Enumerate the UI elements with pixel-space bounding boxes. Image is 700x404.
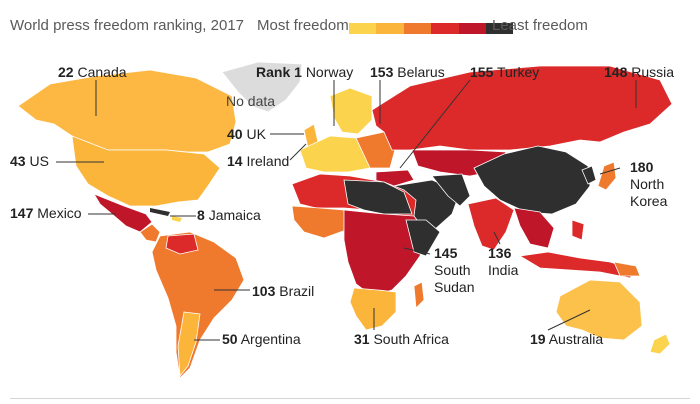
region-philippines <box>571 219 585 241</box>
region-canada <box>17 69 237 153</box>
region-caribbean <box>172 216 182 222</box>
region-eastern-europe <box>355 131 397 169</box>
label-uk: 40 UK <box>227 126 266 142</box>
region-west-africa <box>291 205 347 239</box>
label-india: 136 India <box>488 245 519 278</box>
region-india <box>467 197 515 251</box>
label-belarus: 153 Belarus <box>370 64 445 80</box>
legend-swatch-6 <box>485 23 514 34</box>
region-horn-africa <box>405 219 441 257</box>
region-central-america <box>139 223 161 243</box>
label-south-africa: 31 South Africa <box>354 331 449 347</box>
region-argentina-chile <box>177 311 201 378</box>
region-central-africa <box>343 209 427 297</box>
region-southern-africa <box>349 287 397 331</box>
region-korea <box>581 165 597 185</box>
label-turkey: 155 Turkey <box>470 64 540 80</box>
region-libya-egypt <box>343 179 413 215</box>
region-cuba <box>150 208 170 216</box>
label-jamaica: 8 Jamaica <box>197 207 261 223</box>
legend-swatch-5 <box>458 23 486 34</box>
region-japan <box>597 161 617 191</box>
legend-least-freedom: Least freedom <box>492 17 588 34</box>
region-papua <box>613 261 641 277</box>
legend-swatch-3 <box>403 23 432 34</box>
label-no-data: No data <box>226 93 276 109</box>
region-new-zealand <box>649 333 671 355</box>
legend-swatch-4 <box>431 23 459 34</box>
label-south-sudan: 145 South Sudan <box>434 245 475 295</box>
label-canada: 22 Canada <box>58 64 127 80</box>
label-mexico: 147 Mexico <box>10 205 82 221</box>
region-venezuela <box>165 233 199 255</box>
region-russia <box>371 65 673 151</box>
legend-color-scale <box>349 23 514 34</box>
label-australia: 19 Australia <box>530 331 604 347</box>
label-argentina: 50 Argentina <box>222 331 301 347</box>
region-madagascar <box>413 281 425 309</box>
label-norway: Rank 1 Norway <box>256 64 354 80</box>
legend-most-freedom: Most freedom <box>257 17 349 34</box>
label-north-korea: 180 North Korea <box>630 159 668 209</box>
region-usa <box>71 135 221 207</box>
region-se-asia <box>513 207 555 249</box>
leader-lines <box>56 79 637 341</box>
region-iran <box>431 173 471 207</box>
region-china <box>473 145 591 215</box>
region-scandinavia <box>329 87 373 135</box>
label-us: 43 US <box>10 153 49 169</box>
legend-swatch-2 <box>376 23 404 34</box>
region-greenland <box>221 61 303 113</box>
bottom-divider <box>10 398 690 399</box>
legend-swatch-1 <box>349 23 377 34</box>
map-title: World press freedom ranking, 2017 <box>10 17 245 34</box>
label-brazil: 103 Brazil <box>252 283 315 299</box>
region-south-america <box>151 231 245 379</box>
region-australia <box>555 279 643 341</box>
label-russia: 148 Russia <box>604 64 675 80</box>
label-ireland: 14 Ireland <box>227 153 290 169</box>
